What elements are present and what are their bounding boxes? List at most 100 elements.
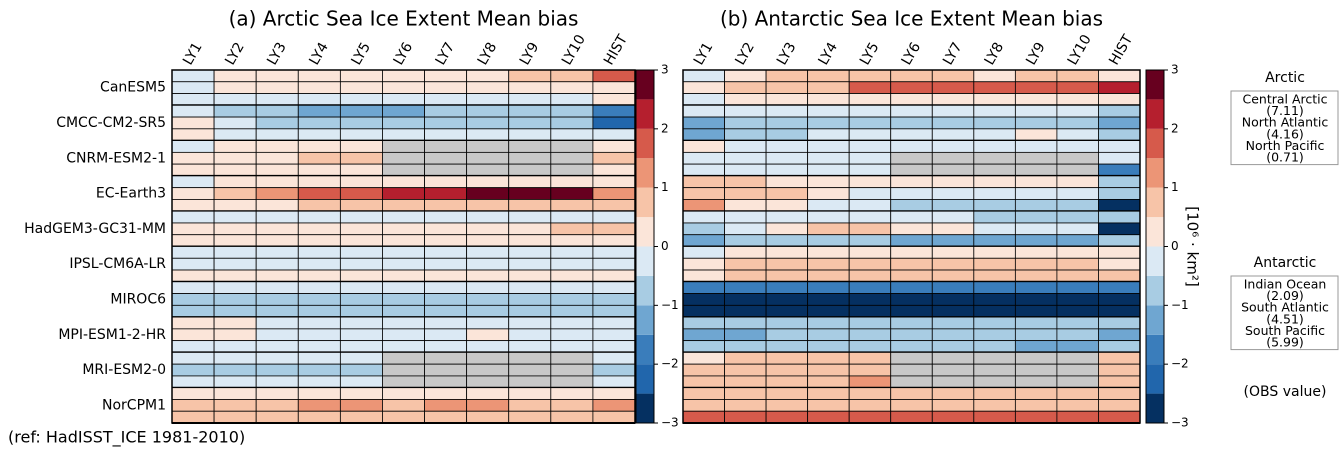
missing-cell: [550, 151, 594, 165]
cell: [1098, 281, 1141, 294]
missing-cell: [931, 363, 975, 377]
cell: [466, 93, 510, 106]
cell: [592, 340, 636, 353]
cell: [508, 246, 552, 259]
missing-cell: [890, 151, 933, 165]
missing-cell: [890, 163, 933, 177]
cell: [807, 340, 850, 353]
missing-cell: [931, 351, 975, 365]
cell: [592, 151, 636, 165]
cell: [724, 81, 767, 94]
cell: [682, 187, 725, 200]
cell: [1098, 175, 1141, 189]
cell: [508, 175, 552, 189]
cell: [682, 316, 725, 330]
cell: [848, 116, 892, 130]
cell: [297, 81, 341, 94]
cell: [213, 187, 257, 200]
colorbar-segment: [636, 187, 654, 218]
cell: [1098, 257, 1141, 271]
cell: [1014, 210, 1058, 224]
cell: [297, 104, 341, 118]
missing-cell: [508, 375, 552, 389]
missing-cell: [382, 140, 425, 153]
cell: [807, 187, 850, 200]
cell: [848, 351, 892, 365]
cell: [213, 140, 257, 153]
cell: [508, 281, 552, 294]
cell: [765, 246, 809, 259]
cell: [550, 93, 594, 106]
cell: [848, 210, 892, 224]
cell: [1056, 316, 1099, 330]
missing-cell: [466, 375, 510, 389]
legend-title: Arctic: [1265, 70, 1305, 86]
cell: [1056, 387, 1099, 400]
cell: [297, 387, 341, 400]
cell: [890, 257, 933, 271]
cell: [213, 175, 257, 189]
cell: [1014, 69, 1058, 83]
cell: [424, 399, 468, 412]
cell: [1056, 210, 1099, 224]
cell: [1098, 351, 1141, 365]
row-label: EC-Earth3: [96, 186, 166, 202]
cell: [724, 363, 767, 377]
colorbar-tick-label: −2: [1171, 357, 1189, 371]
cell: [807, 163, 850, 177]
cell: [382, 269, 425, 283]
missing-cell: [973, 363, 1016, 377]
cell: [973, 399, 1016, 412]
cell: [682, 304, 725, 318]
cell: [1098, 93, 1141, 106]
cell: [765, 163, 809, 177]
cell: [973, 246, 1016, 259]
cell: [255, 293, 299, 306]
cell: [382, 246, 425, 259]
legend-entry: (5.99): [1266, 335, 1304, 350]
cell: [339, 269, 383, 283]
cell: [807, 116, 850, 130]
cell: [213, 304, 257, 318]
cell: [424, 269, 468, 283]
cell: [297, 257, 341, 271]
missing-cell: [508, 163, 552, 177]
cell: [724, 175, 767, 189]
cell: [424, 257, 468, 271]
cell: [297, 163, 341, 177]
cell: [807, 316, 850, 330]
cell: [171, 293, 215, 306]
cell: [424, 210, 468, 224]
cell: [765, 316, 809, 330]
legend-entry: Indian Ocean: [1244, 277, 1327, 292]
cell: [592, 222, 636, 236]
cell: [339, 351, 383, 365]
cell: [931, 234, 975, 247]
colorbar-segment: [636, 305, 654, 335]
cell: [890, 104, 933, 118]
cell: [848, 222, 892, 236]
cell: [466, 199, 510, 212]
cell: [171, 234, 215, 247]
row-label: MPI-ESM1-2-HR: [58, 327, 166, 343]
cell: [807, 93, 850, 106]
cell: [765, 387, 809, 400]
cell: [848, 234, 892, 247]
cell: [171, 328, 215, 342]
cell: [1014, 128, 1058, 141]
missing-cell: [424, 163, 468, 177]
cell: [339, 328, 383, 342]
cell: [1014, 304, 1058, 318]
cell: [682, 281, 725, 294]
cell: [724, 187, 767, 200]
cell: [765, 187, 809, 200]
cell: [724, 399, 767, 412]
cell: [550, 175, 594, 189]
cell: [682, 328, 725, 342]
cell: [1014, 199, 1058, 212]
cell: [424, 222, 468, 236]
cell: [724, 281, 767, 294]
colorbar-segment: [636, 393, 654, 423]
cell: [973, 104, 1016, 118]
cell: [297, 316, 341, 330]
